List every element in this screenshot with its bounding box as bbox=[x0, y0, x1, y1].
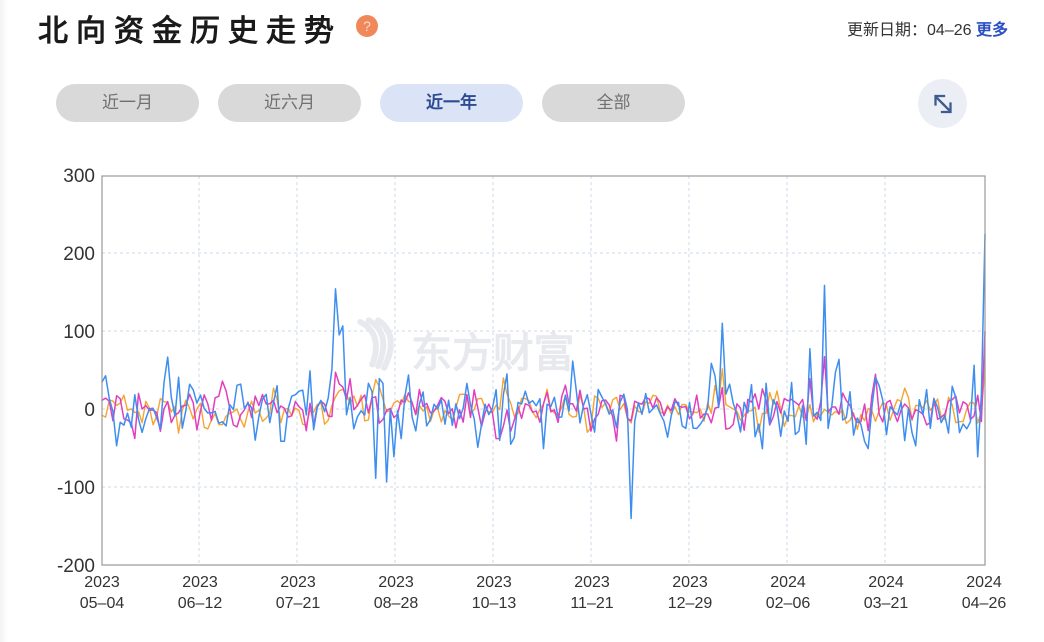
svg-text:东方财富: 东方财富 bbox=[411, 330, 574, 376]
